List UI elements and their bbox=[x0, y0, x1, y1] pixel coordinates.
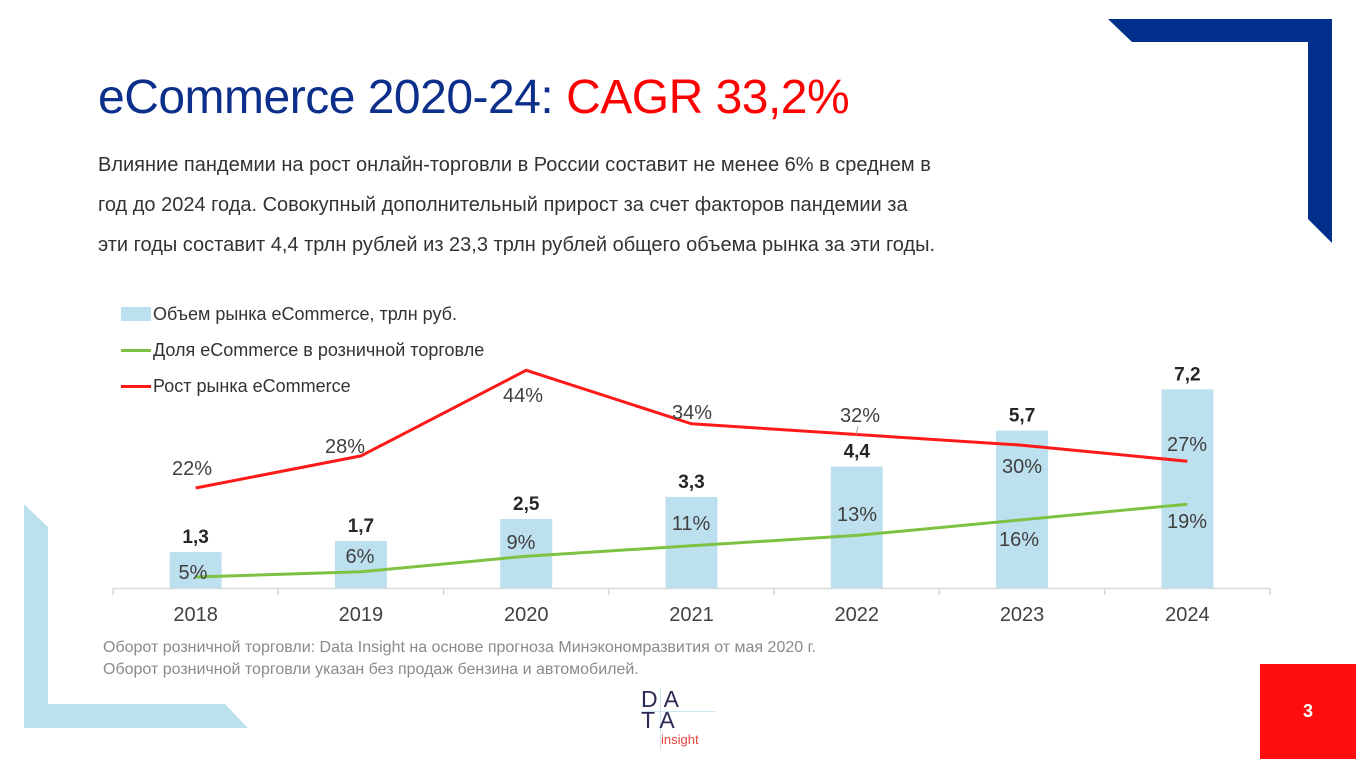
logo-text: TA bbox=[641, 707, 681, 733]
legend-label: Объем рынка eCommerce, трлн руб. bbox=[153, 303, 457, 324]
legend-item-share: Доля eCommerce в розничной торговле bbox=[121, 332, 484, 368]
legend-swatch-red-line bbox=[121, 384, 151, 388]
share-label-2021: 11% bbox=[672, 513, 711, 535]
bar-value-label-2019: 1,7 bbox=[348, 516, 374, 537]
legend-label: Рост рынка eCommerce bbox=[153, 375, 351, 396]
logo-rule bbox=[641, 711, 715, 712]
logo-rule bbox=[660, 688, 661, 750]
bar-2018 bbox=[169, 552, 222, 588]
title-main: eCommerce 2020-24: bbox=[98, 71, 567, 124]
x-tick-label-2023: 2023 bbox=[1000, 604, 1045, 626]
bar-2024 bbox=[1161, 389, 1214, 588]
growth-label-leader-2022 bbox=[855, 425, 859, 436]
subtitle: Влияние пандемии на рост онлайн-торговли… bbox=[98, 145, 1188, 265]
source-note: Оборот розничной торговли указан без про… bbox=[103, 661, 639, 678]
bar-value-label-2021: 3,3 bbox=[678, 472, 704, 493]
growth-label-2021: 34% bbox=[672, 402, 712, 424]
x-tick-label-2022: 2022 bbox=[835, 604, 880, 626]
logo-text: insight bbox=[661, 732, 699, 747]
data-insight-logo: DA TA insight bbox=[641, 688, 715, 750]
bar-value-label-2023: 5,7 bbox=[1009, 406, 1035, 427]
legend-swatch-green-line bbox=[121, 348, 151, 352]
share-label-2023: 16% bbox=[999, 529, 1039, 551]
bar-value-label-2022: 4,4 bbox=[844, 442, 871, 463]
share-label-2019: 6% bbox=[346, 546, 375, 568]
top-right-corner-decoration bbox=[1108, 19, 1332, 243]
growth-label-2020: 44% bbox=[503, 385, 543, 407]
x-tick-label-2024: 2024 bbox=[1165, 604, 1210, 626]
bottom-left-corner-decoration bbox=[24, 504, 248, 728]
growth-label-2023: 30% bbox=[1002, 456, 1042, 478]
legend-item-market-volume: Объем рынка eCommerce, трлн руб. bbox=[121, 296, 484, 332]
page-number: 3 bbox=[1260, 664, 1356, 759]
logo-text: DA bbox=[641, 686, 685, 712]
subtitle-line: эти годы составит 4,4 трлн рублей из 23,… bbox=[98, 234, 936, 256]
growth-label-2022: 32% bbox=[840, 405, 880, 427]
chart-legend: Объем рынка eCommerce, трлн руб. Доля eC… bbox=[121, 296, 484, 404]
bar-value-label-2018: 1,3 bbox=[182, 527, 208, 548]
page-title: eCommerce 2020-24: CAGR 33,2% bbox=[98, 70, 850, 126]
growth-label-2024: 27% bbox=[1167, 434, 1207, 456]
bar-value-label-2020: 2,5 bbox=[513, 494, 540, 515]
legend-item-growth: Рост рынка eCommerce bbox=[121, 368, 484, 404]
bar-2021 bbox=[665, 496, 718, 588]
share-label-2018: 5% bbox=[179, 562, 208, 584]
title-accent: CAGR 33,2% bbox=[566, 71, 850, 124]
source-notes: Оборот розничной торговли: Data Insight … bbox=[103, 637, 816, 681]
bar-2023 bbox=[996, 430, 1049, 588]
bar-2022 bbox=[830, 466, 883, 588]
share-label-2022: 13% bbox=[837, 504, 877, 526]
growth-label-2019: 28% bbox=[325, 436, 365, 458]
bar-2019 bbox=[334, 541, 387, 588]
subtitle-line: год до 2024 года. Совокупный дополнитель… bbox=[98, 194, 908, 216]
bar-value-label-2024: 7,2 bbox=[1174, 364, 1200, 385]
legend-swatch-bar bbox=[121, 307, 151, 321]
x-tick-label-2020: 2020 bbox=[504, 604, 549, 626]
share-label-2020: 9% bbox=[507, 532, 536, 554]
x-tick-label-2021: 2021 bbox=[669, 604, 714, 626]
share-label-2024: 19% bbox=[1167, 511, 1207, 533]
growth-label-2018: 22% bbox=[172, 458, 212, 480]
legend-label: Доля eCommerce в розничной торговле bbox=[153, 339, 485, 360]
x-tick-label-2019: 2019 bbox=[339, 604, 384, 626]
bar-2020 bbox=[500, 519, 553, 588]
source-note: Оборот розничной торговли: Data Insight … bbox=[103, 639, 816, 656]
x-tick-label-2018: 2018 bbox=[173, 604, 218, 626]
subtitle-line: Влияние пандемии на рост онлайн-торговли… bbox=[98, 154, 931, 176]
